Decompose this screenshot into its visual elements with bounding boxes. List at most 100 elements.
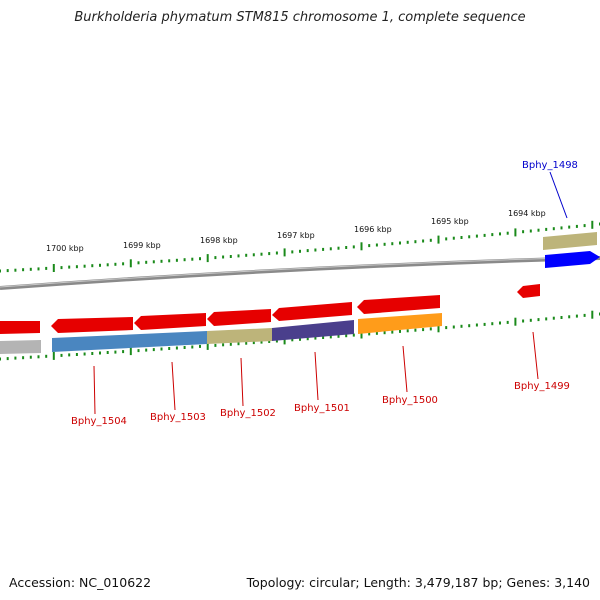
minor-tick [460, 324, 463, 328]
minor-tick [183, 346, 186, 349]
minor-tick [345, 334, 348, 338]
minor-tick [22, 268, 25, 272]
minor-tick [391, 330, 394, 334]
major-tick [437, 324, 440, 333]
accession-text: Accession: NC_010622 [9, 575, 152, 590]
gene-label[interactable]: Bphy_1504 [71, 416, 127, 427]
minor-tick [37, 355, 40, 359]
minor-tick [429, 238, 432, 242]
gene-arrow[interactable] [0, 321, 40, 334]
minor-tick [291, 338, 294, 342]
minor-tick [222, 255, 225, 259]
tick-label: 1699 kbp [123, 241, 161, 250]
gene-arrow-bphy-1498[interactable] [545, 251, 600, 268]
tick-label: 1694 kbp [508, 209, 546, 218]
major-tick [206, 341, 209, 350]
minor-tick [475, 323, 478, 327]
minor-tick [375, 243, 378, 247]
minor-tick [352, 245, 355, 249]
minor-tick [306, 337, 309, 341]
gene-label[interactable]: Bphy_1503 [150, 412, 206, 423]
minor-tick [314, 248, 317, 252]
minor-tick [291, 250, 294, 254]
minor-tick [522, 319, 525, 323]
minor-tick [106, 351, 109, 354]
minor-tick [529, 229, 532, 233]
minor-tick [337, 334, 340, 338]
leader-line [240, 357, 244, 407]
minor-tick [260, 252, 263, 256]
minor-tick [468, 324, 471, 328]
major-tick [129, 347, 132, 356]
minor-tick [322, 336, 325, 339]
cog-bars [0, 232, 597, 354]
minor-tick [145, 348, 148, 352]
minor-tick [414, 328, 417, 332]
major-tick [283, 336, 286, 345]
gene-arrow-bphy-1499[interactable] [517, 284, 540, 298]
minor-tick [6, 269, 9, 273]
leader-line [402, 345, 408, 393]
minor-tick [122, 350, 125, 354]
tick-label: 1698 kbp [200, 236, 238, 245]
minor-tick [0, 269, 1, 273]
gene-arrow-bphy-1500[interactable] [357, 295, 440, 314]
minor-tick [383, 331, 386, 335]
gene-label[interactable]: Bphy_1501 [294, 403, 350, 414]
minor-tick [422, 239, 425, 243]
minor-tick [152, 260, 155, 264]
gene-arrow-bphy-1502[interactable] [207, 309, 271, 326]
major-tick [283, 248, 286, 257]
minor-tick [452, 236, 455, 240]
minor-tick [575, 224, 578, 228]
gene-arrow-bphy-1501[interactable] [272, 302, 352, 321]
minor-tick [75, 353, 78, 356]
minor-tick [406, 329, 409, 333]
minor-tick [552, 316, 555, 320]
major-tick [52, 264, 55, 272]
gene-label[interactable]: Bphy_1498 [522, 160, 578, 171]
minus-strand-genes [0, 284, 540, 334]
gene-arrow-bphy-1503[interactable] [134, 313, 206, 330]
minor-tick [252, 341, 255, 345]
major-tick [591, 220, 594, 229]
minor-tick [545, 317, 548, 321]
minor-tick [191, 257, 194, 261]
minor-tick [506, 320, 509, 324]
topology-text: Topology: circular; Length: 3,479,187 bp… [246, 575, 590, 590]
leader-line [171, 361, 176, 411]
minor-tick [560, 226, 563, 230]
minor-tick [152, 348, 155, 352]
minor-tick [429, 327, 432, 331]
label-leaders [93, 171, 568, 415]
major-tick [360, 330, 363, 339]
minor-tick [45, 354, 48, 358]
cog-bar-steelblue [52, 331, 207, 352]
minor-tick [422, 328, 425, 332]
minor-tick [222, 343, 225, 347]
minor-tick [199, 344, 201, 348]
minor-tick [199, 257, 201, 261]
minor-tick [491, 233, 494, 237]
gene-label[interactable]: Bphy_1499 [514, 381, 570, 392]
minor-tick [452, 325, 455, 329]
minor-tick [368, 332, 371, 336]
minor-tick [29, 267, 32, 271]
minor-tick [168, 259, 171, 263]
minor-tick [268, 340, 271, 343]
minor-tick [160, 259, 163, 263]
gene-label[interactable]: Bphy_1500 [382, 395, 438, 406]
minor-tick [68, 265, 71, 269]
minor-tick [475, 234, 478, 238]
minor-tick [45, 266, 48, 270]
map-title: Burkholderia phymatum STM815 chromosome … [74, 10, 526, 25]
major-tick [591, 310, 594, 319]
minor-tick [275, 339, 278, 343]
minor-tick [91, 264, 94, 268]
minor-tick [314, 336, 317, 340]
minor-tick [237, 254, 240, 258]
minor-tick [506, 231, 509, 235]
gene-label[interactable]: Bphy_1502 [220, 408, 276, 419]
minor-tick [275, 251, 278, 255]
gene-arrow-bphy-1504[interactable] [51, 317, 133, 333]
